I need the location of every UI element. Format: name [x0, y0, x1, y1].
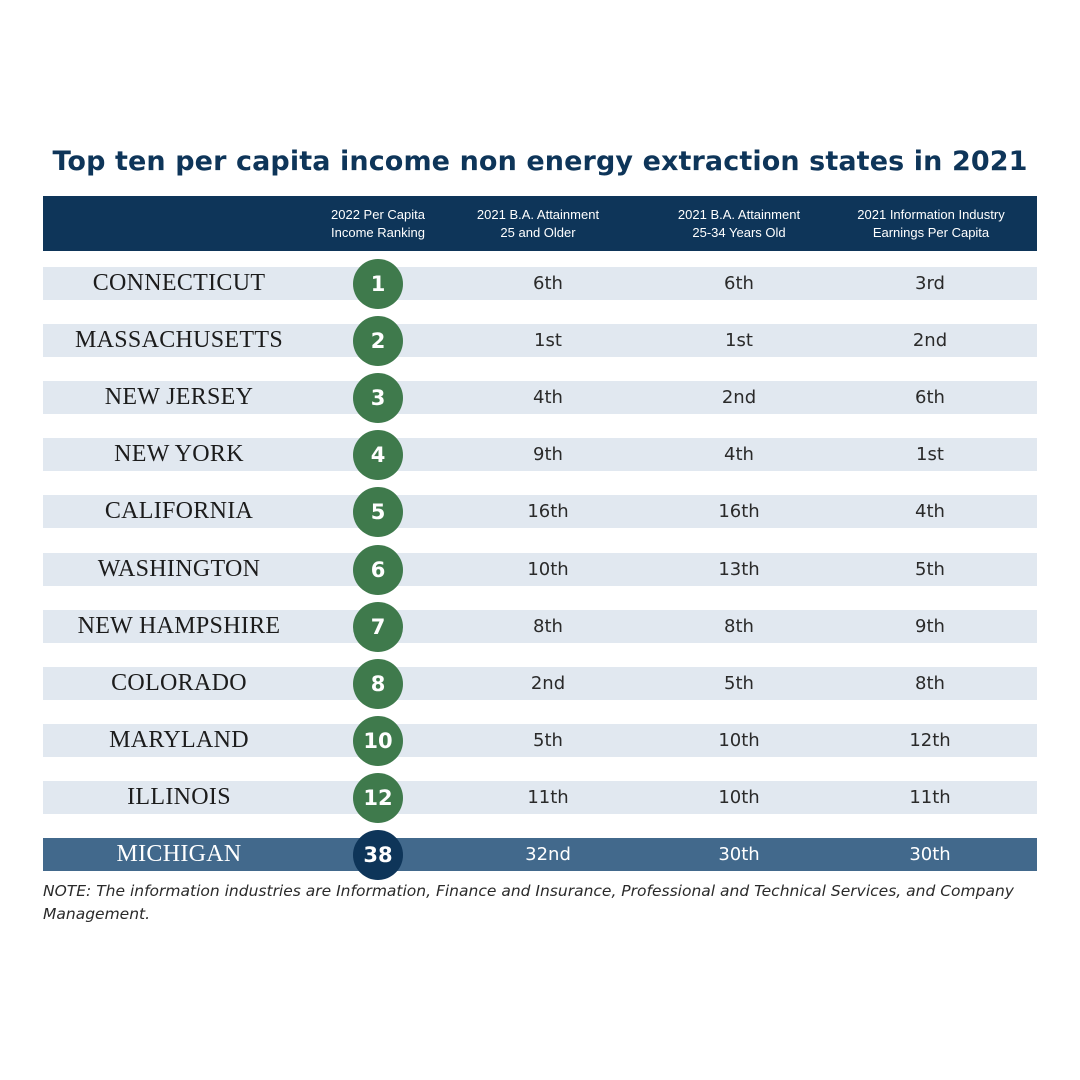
cell-ba-25-older: 9th	[533, 444, 563, 465]
cell-ba-25-34: 8th	[724, 616, 754, 637]
cell-ba-25-older: 2nd	[530, 673, 566, 694]
chart-title: Top ten per capita income non energy ext…	[52, 146, 1028, 177]
income-rank-badge: 2	[353, 316, 403, 366]
footnote: NOTE: The information industries are Inf…	[43, 882, 1014, 923]
cell-ba-25-34: 10th	[718, 787, 760, 808]
cell-ba-25-older: 6th	[533, 273, 563, 294]
income-rank-badge: 6	[353, 545, 403, 595]
cell-ba-25-34: 4th	[724, 444, 754, 465]
table-row: MARYLAND 10 5th 10th 12th	[43, 716, 1037, 766]
cell-ba-25-older: 5th	[533, 730, 563, 751]
table-row: CALIFORNIA 5 16th 16th 4th	[43, 487, 1037, 537]
cell-ba-25-34: 13th	[718, 559, 760, 580]
cell-info-earnings: 11th	[909, 787, 951, 808]
cell-ba-25-34: 2nd	[721, 387, 757, 408]
state-name: MASSACHUSETTS	[75, 327, 283, 353]
income-rank-badge: 8	[353, 659, 403, 709]
cell-ba-25-older: 4th	[533, 387, 563, 408]
state-name: NEW YORK	[114, 441, 244, 467]
cell-info-earnings: 4th	[915, 501, 945, 522]
table-header: 2022 Per Capita Income Ranking 2021 B.A.…	[43, 196, 1037, 251]
header-info-earnings: 2021 Information Industry Earnings Per C…	[857, 206, 1005, 240]
income-rank-badge: 1	[353, 259, 403, 309]
cell-info-earnings: 2nd	[912, 330, 948, 351]
state-name: CONNECTICUT	[92, 270, 266, 296]
income-rank-badge: 10	[353, 716, 403, 766]
cell-info-earnings: 30th	[909, 844, 951, 865]
state-name: MARYLAND	[109, 727, 249, 753]
cell-info-earnings: 9th	[915, 616, 945, 637]
table-row: ILLINOIS 12 11th 10th 11th	[43, 773, 1037, 823]
cell-info-earnings: 8th	[915, 673, 945, 694]
cell-ba-25-older: 16th	[527, 501, 569, 522]
header-ba-25-older: 2021 B.A. Attainment 25 and Older	[476, 206, 600, 240]
cell-info-earnings: 12th	[909, 730, 951, 751]
cell-ba-25-older: 8th	[533, 616, 563, 637]
income-rank-badge: 4	[353, 430, 403, 480]
table-row: NEW HAMPSHIRE 7 8th 8th 9th	[43, 602, 1037, 652]
cell-ba-25-34: 1st	[725, 330, 753, 351]
state-name: NEW HAMPSHIRE	[77, 613, 281, 639]
cell-ba-25-34: 6th	[724, 273, 754, 294]
cell-ba-25-34: 16th	[718, 501, 760, 522]
cell-ba-25-34: 10th	[718, 730, 760, 751]
header-income-ranking: 2022 Per Capita Income Ranking	[331, 206, 425, 240]
cell-ba-25-older: 1st	[534, 330, 562, 351]
cell-info-earnings: 6th	[915, 387, 945, 408]
cell-info-earnings: 1st	[916, 444, 944, 465]
cell-ba-25-older: 32nd	[525, 844, 571, 865]
header-state	[43, 196, 315, 251]
cell-ba-25-34: 5th	[724, 673, 754, 694]
header-ba-25-34: 2021 B.A. Attainment 25-34 Years Old	[677, 206, 801, 240]
income-rank-badge: 38	[353, 830, 403, 880]
table-row: MICHIGAN 38 32nd 30th 30th	[43, 830, 1037, 880]
cell-info-earnings: 3rd	[915, 273, 945, 294]
table-row: NEW YORK 4 9th 4th 1st	[43, 430, 1037, 480]
state-name: WASHINGTON	[97, 556, 261, 582]
cell-ba-25-older: 10th	[527, 559, 569, 580]
table-row: CONNECTICUT 1 6th 6th 3rd	[43, 259, 1037, 309]
cell-info-earnings: 5th	[915, 559, 945, 580]
state-name: CALIFORNIA	[104, 498, 254, 524]
income-rank-badge: 12	[353, 773, 403, 823]
table-row: NEW JERSEY 3 4th 2nd 6th	[43, 373, 1037, 423]
income-rank-badge: 5	[353, 487, 403, 537]
table-row: MASSACHUSETTS 2 1st 1st 2nd	[43, 316, 1037, 366]
cell-ba-25-34: 30th	[718, 844, 760, 865]
income-rank-badge: 3	[353, 373, 403, 423]
cell-ba-25-older: 11th	[527, 787, 569, 808]
state-name: ILLINOIS	[127, 784, 231, 810]
income-rank-badge: 7	[353, 602, 403, 652]
state-name: COLORADO	[111, 670, 247, 696]
state-name: MICHIGAN	[116, 841, 242, 867]
state-name: NEW JERSEY	[104, 384, 254, 410]
table-row: WASHINGTON 6 10th 13th 5th	[43, 545, 1037, 595]
table-row: COLORADO 8 2nd 5th 8th	[43, 659, 1037, 709]
